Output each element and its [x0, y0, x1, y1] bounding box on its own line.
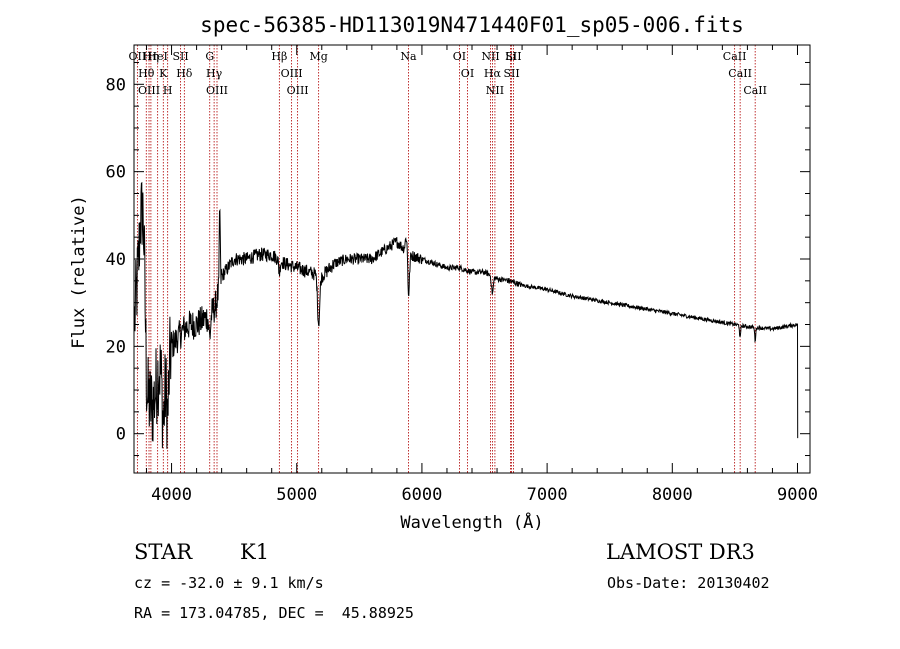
- x-tick-label: 9000: [777, 485, 818, 505]
- spectral-line-label: OIII: [138, 84, 160, 97]
- spectral-line-label: Li: [505, 50, 516, 63]
- survey-name: LAMOST DR3: [606, 540, 755, 564]
- x-tick-label: 8000: [652, 485, 693, 505]
- spectral-line-label: OI: [453, 50, 466, 63]
- spectral-line-markers: [136, 45, 756, 473]
- spectral-line-label: SII: [172, 50, 188, 63]
- x-tick-label: 7000: [527, 485, 568, 505]
- y-axis-label: Flux (relative): [69, 195, 89, 349]
- object-subclass: K1: [240, 540, 270, 564]
- spectral-line-label: Hη: [143, 50, 159, 63]
- y-tick-label: 40: [106, 250, 126, 270]
- spectral-line-label: CaII: [743, 84, 767, 97]
- chart-title: spec-56385-HD113019N471440F01_sp05-006.f…: [200, 13, 744, 37]
- spectral-line-label: CaII: [723, 50, 747, 63]
- spectral-line-label: OIII: [206, 84, 228, 97]
- y-tick-label: 20: [106, 337, 126, 357]
- spectral-line-label: HeI: [147, 50, 167, 63]
- x-tick-label: 5000: [276, 485, 317, 505]
- spectral-line-label: Hγ: [206, 67, 223, 80]
- spectral-line-label: Na: [400, 50, 417, 63]
- spectral-line-label: H: [163, 84, 173, 97]
- coordinates-text: RA = 173.04785, DEC = 45.88925: [134, 604, 414, 622]
- y-axis-ticks: 0 20 40 60 80: [106, 61, 810, 457]
- x-tick-label: 6000: [401, 485, 442, 505]
- spectral-line-label: K: [159, 67, 168, 80]
- spectral-line-label: OIII: [287, 84, 309, 97]
- y-tick-label: 0: [116, 425, 126, 445]
- y-tick-label: 60: [106, 163, 126, 183]
- spectral-line-label: OIII: [281, 67, 303, 80]
- x-axis-label: Wavelength (Å): [400, 511, 543, 533]
- spectral-line-label: Hα: [484, 67, 502, 80]
- spectral-line-label: Hδ: [176, 67, 193, 80]
- observation-date: Obs-Date: 20130402: [607, 574, 770, 592]
- object-class: STAR: [134, 540, 193, 564]
- redshift-text: cz = -32.0 ± 9.1 km/s: [134, 574, 324, 592]
- spectral-line-label: CaII: [728, 67, 752, 80]
- spectral-line-label: NII: [481, 50, 499, 63]
- spectrum-trace: [134, 181, 799, 449]
- spectral-line-label: SII: [503, 67, 519, 80]
- x-axis-ticks: 4000 5000 6000 7000 8000 9000: [146, 45, 818, 505]
- x-tick-label: 4000: [151, 485, 192, 505]
- spectral-line-label: Hβ: [271, 50, 287, 63]
- spectral-line-label: OII: [129, 50, 147, 63]
- spectral-line-label: Hθ: [138, 67, 155, 80]
- spectral-line-label: SII: [505, 50, 521, 63]
- spectral-line-label: NII: [486, 84, 504, 97]
- spectral-line-label: Mg: [309, 50, 327, 63]
- y-tick-label: 80: [106, 75, 126, 95]
- spectral-line-label: OI: [461, 67, 474, 80]
- spectral-line-label: G: [205, 50, 214, 63]
